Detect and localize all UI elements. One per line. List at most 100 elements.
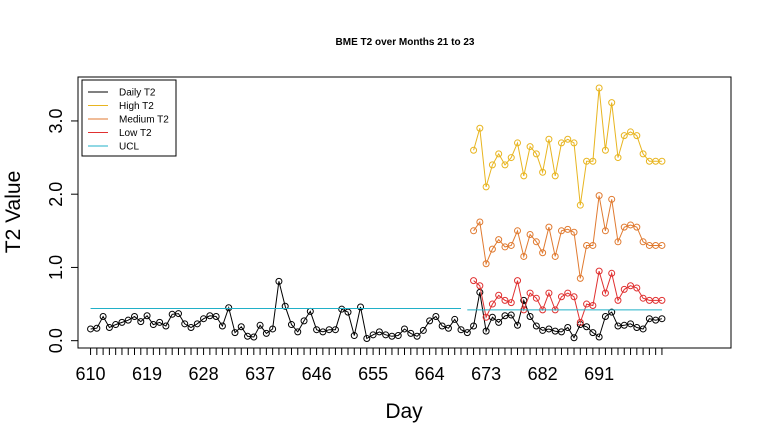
daily-t2-point: [93, 324, 101, 332]
high-t2-line: [473, 87, 662, 206]
low-t2-point: [589, 302, 597, 310]
medium-t2-point: [658, 241, 666, 249]
daily-t2-point: [300, 317, 308, 325]
x-tick-label: 637: [245, 364, 275, 384]
daily-t2-point: [426, 317, 434, 325]
daily-t2-point: [162, 322, 170, 330]
low-t2-point: [476, 282, 484, 290]
low-t2-point: [601, 289, 609, 297]
daily-t2-point: [463, 329, 471, 337]
daily-t2-point: [595, 333, 603, 341]
medium-t2-point: [545, 223, 553, 231]
daily-t2-point: [407, 329, 415, 337]
low-t2-point: [627, 282, 635, 290]
medium-t2-point: [482, 260, 490, 268]
daily-t2-point: [645, 315, 653, 323]
daily-t2-point: [451, 315, 459, 323]
legend-label-high-t2: High T2: [119, 101, 154, 112]
low-t2-series: [470, 267, 666, 326]
low-t2-point: [583, 300, 591, 308]
daily-t2-point: [633, 323, 641, 331]
low-t2-point: [470, 277, 478, 285]
y-axis: 0.0 1.0 2.0 3.0: [46, 108, 79, 353]
high-t2-point: [520, 172, 528, 180]
high-t2-point: [470, 146, 478, 154]
daily-t2-point: [419, 326, 427, 334]
daily-t2-point: [237, 323, 245, 331]
high-t2-point: [589, 157, 597, 165]
medium-t2-point: [507, 241, 515, 249]
medium-t2-point: [514, 227, 522, 235]
high-t2-point: [488, 161, 496, 169]
high-t2-series: [470, 84, 666, 209]
high-t2-point: [514, 139, 522, 147]
high-t2-point: [576, 201, 584, 209]
daily-t2-point: [225, 304, 233, 312]
medium-t2-point: [501, 243, 509, 251]
daily-t2-point: [275, 277, 283, 285]
medium-t2-point: [470, 227, 478, 235]
daily-t2-point: [545, 325, 553, 333]
daily-t2-point: [382, 331, 390, 339]
low-t2-point: [633, 284, 641, 292]
daily-t2-point: [250, 333, 258, 341]
medium-t2-line: [473, 195, 662, 279]
daily-t2-point: [482, 327, 490, 335]
daily-t2-point: [338, 305, 346, 313]
x-tick-label: 610: [76, 364, 106, 384]
high-t2-point: [601, 146, 609, 154]
high-t2-point: [551, 172, 559, 180]
daily-t2-point: [200, 315, 208, 323]
daily-t2-point: [369, 331, 377, 339]
daily-t2-point: [514, 321, 522, 329]
high-t2-point: [495, 150, 503, 158]
daily-t2-point: [401, 325, 408, 333]
low-t2-point: [545, 289, 553, 297]
daily-t2-point: [507, 311, 515, 319]
high-t2-point: [570, 139, 578, 147]
low-t2-point: [614, 296, 622, 304]
daily-t2-point: [583, 323, 591, 331]
daily-t2-point: [413, 332, 421, 340]
daily-t2-point: [495, 318, 503, 326]
y-tick-label: 2.0: [46, 182, 66, 207]
medium-t2-point: [488, 245, 496, 253]
high-t2-point: [501, 161, 509, 169]
daily-t2-point: [564, 323, 572, 331]
low-t2-point: [532, 294, 540, 302]
medium-t2-point: [576, 274, 584, 282]
low-t2-point: [639, 294, 647, 302]
daily-t2-point: [444, 324, 452, 332]
daily-t2-point: [532, 322, 540, 330]
daily-t2-point: [105, 323, 113, 331]
high-t2-point: [633, 132, 641, 140]
daily-t2-point: [620, 321, 628, 329]
daily-t2-point: [570, 334, 578, 342]
x-tick-label: 664: [415, 364, 445, 384]
legend-label-ucl: UCL: [119, 142, 139, 153]
medium-t2-point: [564, 225, 572, 233]
daily-t2-point: [218, 322, 226, 330]
medium-t2-point: [633, 223, 641, 231]
daily-t2-point: [112, 321, 120, 329]
daily-t2-point: [193, 320, 201, 328]
high-t2-point: [526, 143, 534, 151]
legend-label-medium-t2: Medium T2: [119, 115, 169, 126]
high-t2-point: [658, 157, 666, 165]
daily-t2-point: [627, 320, 635, 328]
daily-t2-point: [457, 326, 465, 334]
high-t2-point: [532, 150, 540, 158]
medium-t2-point: [608, 195, 616, 203]
high-t2-point: [476, 124, 484, 132]
plot-area: [87, 84, 666, 342]
medium-t2-point: [495, 236, 503, 244]
low-t2-point: [482, 313, 490, 321]
x-tick-label: 691: [584, 364, 614, 384]
x-tick-label: 646: [302, 364, 332, 384]
low-t2-point: [488, 300, 496, 308]
daily-t2-point: [212, 313, 220, 321]
daily-t2-point: [281, 302, 289, 310]
chart-title: BME T2 over Months 21 to 23: [336, 37, 475, 48]
y-axis-title: T2 Value: [2, 171, 25, 254]
daily-t2-point: [344, 308, 352, 316]
